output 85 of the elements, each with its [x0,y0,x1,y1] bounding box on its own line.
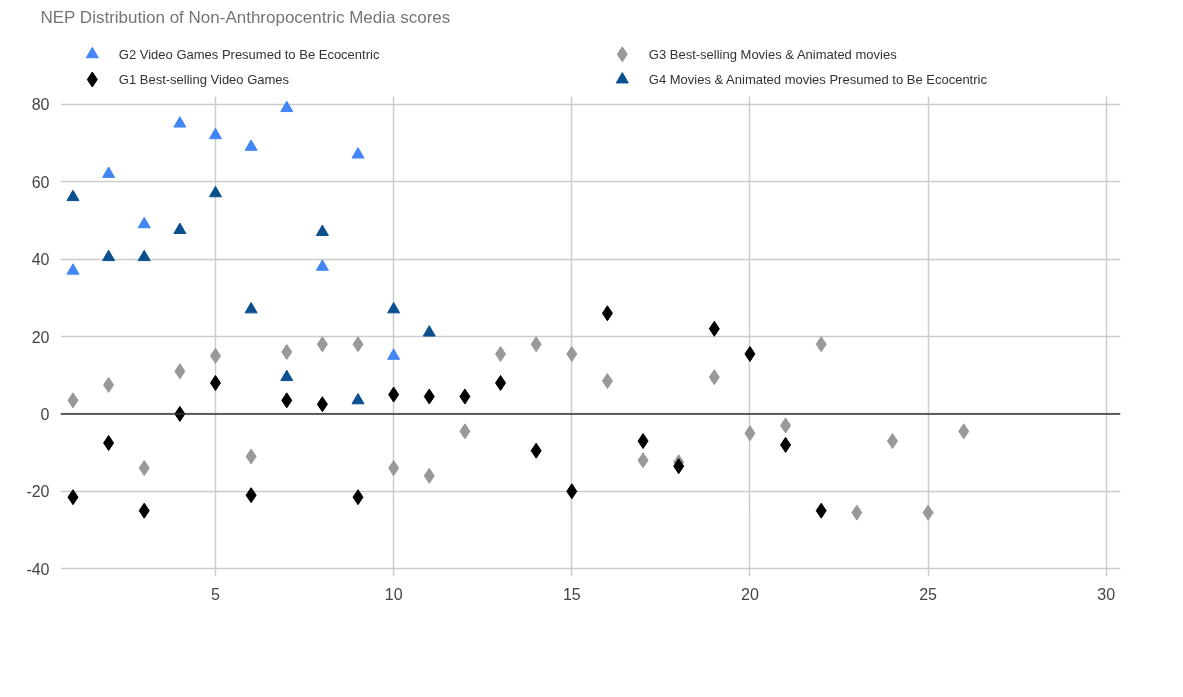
legend-label: G3 Best-selling Movies & Animated movies [648,46,898,62]
x-tick-label: 5 [211,585,221,603]
point [280,369,294,382]
point [208,127,222,140]
point [423,467,435,484]
point [351,147,365,159]
point [102,249,116,262]
point [209,374,221,391]
point [352,336,364,353]
point [459,388,471,405]
point [566,345,578,362]
y-tick-label: 80 [31,96,50,114]
legend-label: G4 Movies & Animated movies Presumed to Be Ecocentric [648,72,988,87]
point [673,458,685,475]
x-tick-label: 15 [562,585,581,603]
point [744,425,756,442]
point [886,433,898,450]
point [708,320,720,337]
point [566,483,578,500]
point [351,392,365,405]
point [851,504,863,521]
point [244,301,258,314]
point [495,345,507,362]
y-tick-label: 0 [40,405,50,423]
point [137,249,151,262]
point [315,224,329,236]
point [209,347,221,364]
point [423,388,435,405]
legend-label: G2 Video Games Presumed to Be Ecocentric [118,46,380,62]
x-tick-label: 10 [384,585,403,603]
point [244,139,258,151]
x-tick-label: 25 [919,585,938,603]
point [601,305,613,322]
point [495,374,507,391]
point [637,452,649,469]
point [352,489,364,506]
point [67,392,79,409]
point [245,487,257,504]
y-tick-label: -20 [26,483,50,501]
point [173,116,187,128]
point [388,460,400,477]
point [66,263,80,275]
point [316,336,328,353]
y-tick-label: 40 [31,251,50,269]
point [459,423,471,440]
point [422,325,436,337]
point [316,396,328,413]
point [780,436,792,453]
point [102,166,116,178]
y-tick-label: 60 [31,173,50,191]
point [601,373,613,390]
point [103,434,115,451]
point [103,376,115,393]
chart-title: NEP Distribution of Non-Anthropocentric Media scores [40,7,451,27]
point [815,502,827,519]
point [530,336,542,353]
point [174,363,186,380]
point [281,392,293,409]
point [388,386,400,403]
point [245,448,257,465]
x-tick-label: 20 [741,585,759,603]
point [958,423,970,440]
point [280,100,294,113]
point [315,259,329,271]
point [137,216,151,229]
point [138,460,150,477]
point [138,502,150,519]
point [387,348,401,360]
legend-label: G1 Best-selling Video Games [118,72,290,87]
point [66,189,80,202]
point [922,504,934,521]
point [815,336,827,353]
point [744,345,756,362]
y-tick-label: -40 [26,560,50,578]
y-tick-label: 20 [31,328,50,346]
point [281,343,293,360]
point [530,442,542,459]
point [67,489,79,506]
point [780,417,792,434]
point [173,222,187,235]
x-tick-label: 30 [1097,585,1116,603]
point [708,369,720,386]
point [208,185,222,198]
point [637,433,649,450]
point [387,301,401,314]
